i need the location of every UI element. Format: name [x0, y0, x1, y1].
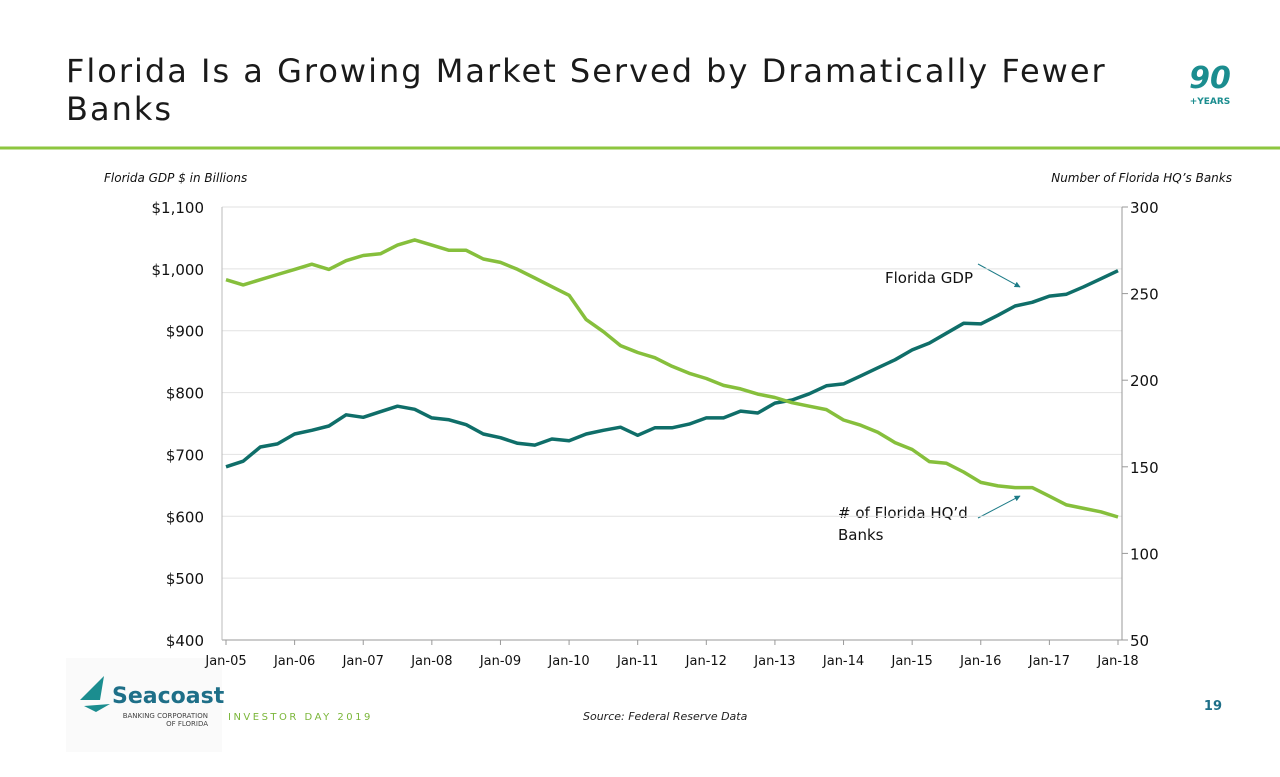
x-tick-label: Jan-11: [616, 654, 658, 669]
y-tick-label: $900: [166, 323, 204, 341]
x-tick-label: Jan-15: [891, 654, 933, 669]
logo-sub: OF FLORIDA: [166, 720, 208, 728]
y-tick-label: $500: [166, 570, 204, 588]
source: Source: Federal Reserve Data: [583, 710, 748, 723]
y2-tick-label: 250: [1130, 286, 1159, 304]
x-tick-label: Jan-07: [342, 654, 384, 669]
y-tick-label: $700: [166, 446, 204, 464]
y-axis-label: Florida GDP $ in Billions: [104, 171, 247, 185]
x-tick-label: Jan-08: [410, 654, 452, 669]
y-tick-label: $1,100: [152, 199, 205, 217]
x-tick-label: Jan-13: [753, 654, 795, 669]
y2-axis-label: Number of Florida HQ’s Banks: [1051, 171, 1232, 185]
event: INVESTOR DAY 2019: [228, 712, 373, 723]
x-tick-label: Jan-09: [479, 654, 521, 669]
x-tick-label: Jan-06: [273, 654, 315, 669]
y-tick-label: $400: [166, 632, 204, 650]
x-tick-label: Jan-18: [1096, 654, 1138, 669]
x-tick-label: Jan-10: [547, 654, 589, 669]
logo-sub: BANKING CORPORATION: [123, 712, 208, 720]
line-series: [225, 238, 1119, 519]
logo-box: [66, 658, 222, 752]
y-tick-label: $1,000: [152, 261, 205, 279]
annotation: # of Florida HQ’d Banks: [838, 504, 968, 544]
badge-text: +YEARS: [1190, 97, 1231, 107]
x-tick-label: Jan-16: [959, 654, 1001, 669]
slide-title: Florida Is a Growing Market Served by Dr…: [66, 52, 1107, 128]
x-tick-label: Jan-05: [204, 654, 246, 669]
x-tick-label: Jan-12: [685, 654, 727, 669]
y2-tick-label: 100: [1130, 545, 1159, 563]
x-tick-label: Jan-14: [822, 654, 864, 669]
badge-number: 90: [1189, 61, 1231, 96]
annotation-arrow: [977, 263, 1021, 288]
line-series: [225, 269, 1119, 469]
logo-sail: [80, 676, 110, 712]
x-tick-label: Jan-17: [1028, 654, 1070, 669]
y-tick-label: $600: [166, 508, 204, 526]
logo-name: Seacoast: [112, 684, 225, 709]
y2-tick-label: 300: [1130, 199, 1159, 217]
y-tick-label: $800: [166, 385, 204, 403]
annotation-arrow: [977, 495, 1021, 519]
y2-tick-label: 200: [1130, 372, 1159, 390]
page-number: 19: [1204, 699, 1222, 714]
annotation: Florida GDP: [885, 269, 973, 287]
y2-tick-label: 150: [1130, 459, 1159, 477]
y2-tick-label: 50: [1130, 632, 1149, 650]
